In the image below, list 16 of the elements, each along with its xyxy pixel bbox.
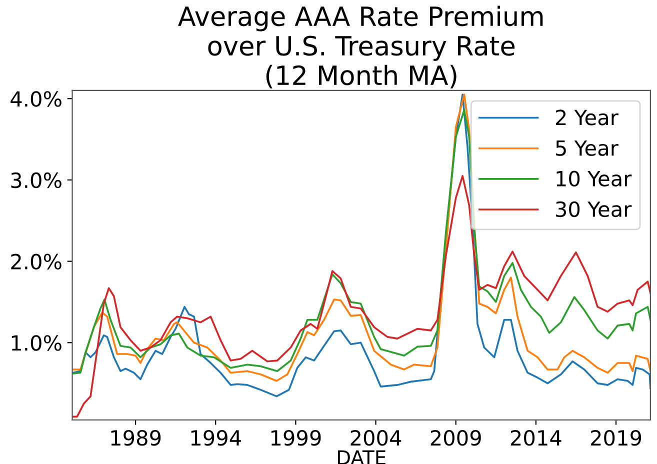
x-tick-label: 2009	[430, 430, 481, 446]
x-tick-label: 1994	[191, 430, 241, 446]
legend-label: 30 Year	[556, 201, 632, 218]
legend-label: 5 Year	[556, 140, 618, 156]
x-tick-label: 2019	[591, 430, 642, 446]
x-tick-label: 1989	[111, 430, 161, 446]
y-tick-label: 1.0%	[12, 335, 62, 351]
y-tick-label: 4.0%	[10, 91, 62, 107]
legend-label: 2 Year	[556, 110, 618, 126]
y-tick-label: 3.0%	[11, 172, 62, 188]
x-tick-label: 1999	[271, 430, 321, 446]
legend-label: 10 Year	[556, 170, 632, 187]
x-tick-label: 2014	[510, 430, 562, 446]
x-tick-label: 2004	[350, 430, 402, 446]
y-tick-label: 2.0%	[11, 254, 62, 270]
chart-title: Average AAA Rate Premium over U.S. Treasury Rate (12 Month MA)	[178, 6, 543, 88]
